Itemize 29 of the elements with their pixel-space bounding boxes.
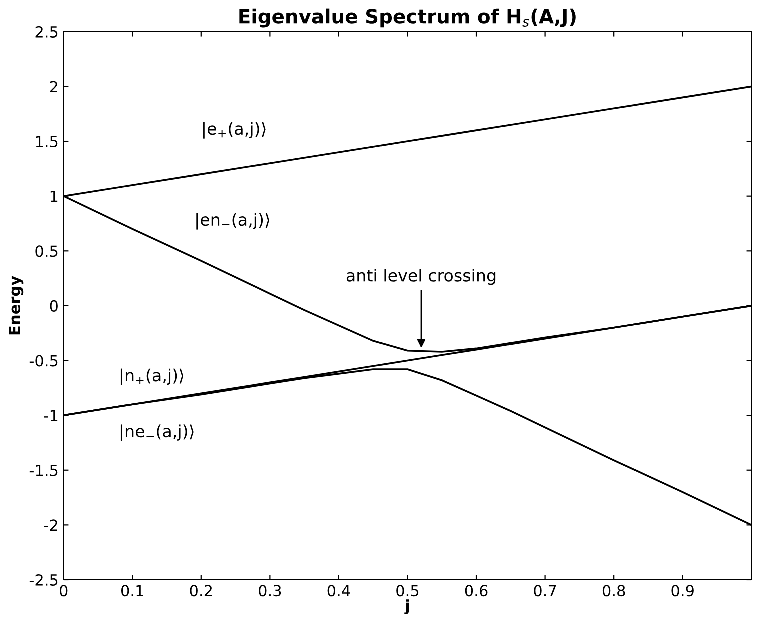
x-axis-title: j [404, 600, 410, 615]
y-tick-label: 1 [50, 191, 58, 202]
x-tick-label: 0.9 [672, 585, 694, 597]
y-tick-label: -0.5 [30, 355, 58, 367]
chart-title: Eigenvalue Spectrum of H$_{s}$(A,J) [240, 8, 576, 28]
y-tick-label: 0 [50, 300, 58, 312]
y-tick-label: -1 [44, 410, 58, 422]
x-tick-label: 0 [60, 585, 68, 597]
x-tick-label: 0.6 [465, 585, 488, 597]
x-tick-label: 0.3 [259, 585, 282, 597]
y-tick-label: 1.5 [36, 136, 58, 148]
x-tick-label: 0.4 [328, 585, 350, 597]
series-label: |n$_{+}$(a,j)⟩ [120, 368, 184, 386]
y-tick-label: -2 [44, 520, 58, 531]
y-tick-label: 0.5 [36, 246, 58, 258]
x-tick-label: 0.2 [190, 585, 212, 597]
x-tick-label: 0.7 [534, 585, 556, 597]
series-label: |e$_{+}$(a,j)⟩ [204, 122, 266, 139]
annotation: anti level crossing [346, 269, 496, 286]
series-label: |en$_{−}$(a,j)⟩ [196, 213, 270, 230]
y-tick-label: -2.5 [30, 574, 58, 586]
x-tick-label: 0.8 [602, 585, 626, 597]
x-tick-label: 0.5 [396, 585, 419, 597]
series-label: |ne$_{−}$(a,j)⟩ [120, 424, 194, 442]
x-tick-label: 0.1 [121, 585, 144, 597]
y-axis-title: Energy [9, 276, 24, 335]
y-tick-label: 2 [50, 81, 58, 93]
y-tick-label: 2.5 [36, 26, 58, 38]
y-tick-label: -1.5 [30, 465, 58, 476]
